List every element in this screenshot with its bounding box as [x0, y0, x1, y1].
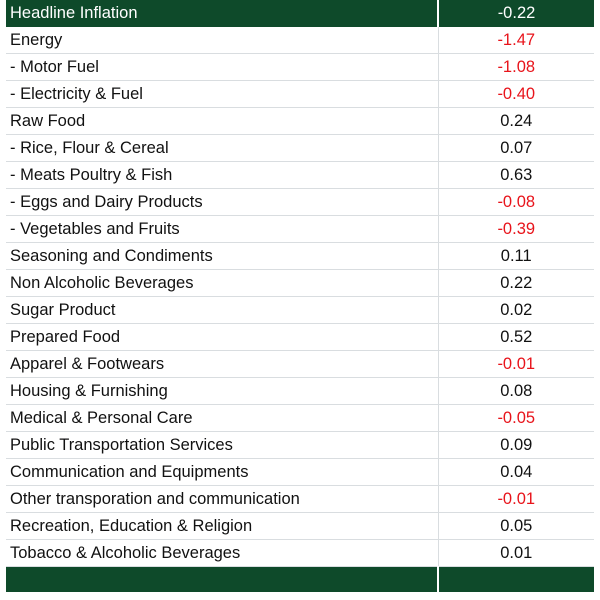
table-row: - Eggs and Dairy Products -0.08: [6, 188, 594, 216]
row-value: 0.52: [438, 323, 594, 351]
row-label: Raw Food: [6, 107, 439, 135]
row-value: -0.01: [438, 350, 594, 378]
row-label: - Eggs and Dairy Products: [6, 188, 439, 216]
table-row: Public Transportation Services 0.09: [6, 431, 594, 459]
row-label: Housing & Furnishing: [6, 377, 439, 405]
row-value: 0.24: [438, 107, 594, 135]
row-value: 0.05: [438, 512, 594, 540]
row-label: Prepared Food: [6, 323, 439, 351]
header-value: -0.22: [438, 0, 594, 27]
table-body: Headline Inflation -0.22 Energy -1.47- Mo…: [6, 0, 594, 592]
row-value: 0.02: [438, 296, 594, 324]
table-row: Tobacco & Alcoholic Beverages 0.01: [6, 539, 594, 567]
row-value: -1.47: [438, 26, 594, 54]
row-label: - Electricity & Fuel: [6, 80, 439, 108]
row-value: 0.22: [438, 269, 594, 297]
inflation-contribution-table: Headline Inflation -0.22 Energy -1.47- Mo…: [6, 0, 594, 592]
row-label: Non Alcoholic Beverages: [6, 269, 439, 297]
row-value: 0.09: [438, 431, 594, 459]
table-row: - Rice, Flour & Cereal 0.07: [6, 134, 594, 162]
row-label: Medical & Personal Care: [6, 404, 439, 432]
inflation-contribution-table-container: Headline Inflation -0.22 Energy -1.47- Mo…: [6, 0, 594, 597]
row-value: 0.04: [438, 458, 594, 486]
table-row: Seasoning and Condiments 0.11: [6, 242, 594, 270]
row-value: 0.07: [438, 134, 594, 162]
row-value: 0.08: [438, 377, 594, 405]
table-row: - Vegetables and Fruits -0.39: [6, 215, 594, 243]
row-value: -1.08: [438, 53, 594, 81]
row-label: Recreation, Education & Religion: [6, 512, 439, 540]
table-row: - Meats Poultry & Fish 0.63: [6, 161, 594, 189]
table-row: - Motor Fuel -1.08: [6, 53, 594, 81]
row-value: 0.01: [438, 539, 594, 567]
row-label: - Motor Fuel: [6, 53, 439, 81]
table-row: Communication and Equipments 0.04: [6, 458, 594, 486]
row-label: Tobacco & Alcoholic Beverages: [6, 539, 439, 567]
table-row: Housing & Furnishing 0.08: [6, 377, 594, 405]
table-row: Sugar Product 0.02: [6, 296, 594, 324]
row-value: -0.05: [438, 404, 594, 432]
table-row: Recreation, Education & Religion 0.05: [6, 512, 594, 540]
table-row: Non Alcoholic Beverages 0.22: [6, 269, 594, 297]
header-label: Headline Inflation: [6, 0, 439, 27]
table-row: Raw Food 0.24: [6, 107, 594, 135]
row-label: - Rice, Flour & Cereal: [6, 134, 439, 162]
row-label: Sugar Product: [6, 296, 439, 324]
table-footer-row: [6, 566, 594, 592]
row-label: Energy: [6, 26, 439, 54]
row-value: -0.40: [438, 80, 594, 108]
row-label: - Meats Poultry & Fish: [6, 161, 439, 189]
row-value: -0.39: [438, 215, 594, 243]
footer-cell-label: [6, 566, 439, 592]
table-row: Other transporation and communication -0.…: [6, 485, 594, 513]
table-row: Apparel & Footwears -0.01: [6, 350, 594, 378]
row-value: 0.63: [438, 161, 594, 189]
row-label: - Vegetables and Fruits: [6, 215, 439, 243]
table-row: Energy -1.47: [6, 26, 594, 54]
row-label: Seasoning and Condiments: [6, 242, 439, 270]
table-row: Medical & Personal Care -0.05: [6, 404, 594, 432]
row-value: 0.11: [438, 242, 594, 270]
row-value: -0.01: [438, 485, 594, 513]
footer-cell-value: [438, 566, 594, 592]
row-value: -0.08: [438, 188, 594, 216]
table-header-row: Headline Inflation -0.22: [6, 0, 594, 27]
row-label: Apparel & Footwears: [6, 350, 439, 378]
table-row: - Electricity & Fuel -0.40: [6, 80, 594, 108]
row-label: Public Transportation Services: [6, 431, 439, 459]
row-label: Communication and Equipments: [6, 458, 439, 486]
table-row: Prepared Food 0.52: [6, 323, 594, 351]
row-label: Other transporation and communication: [6, 485, 439, 513]
